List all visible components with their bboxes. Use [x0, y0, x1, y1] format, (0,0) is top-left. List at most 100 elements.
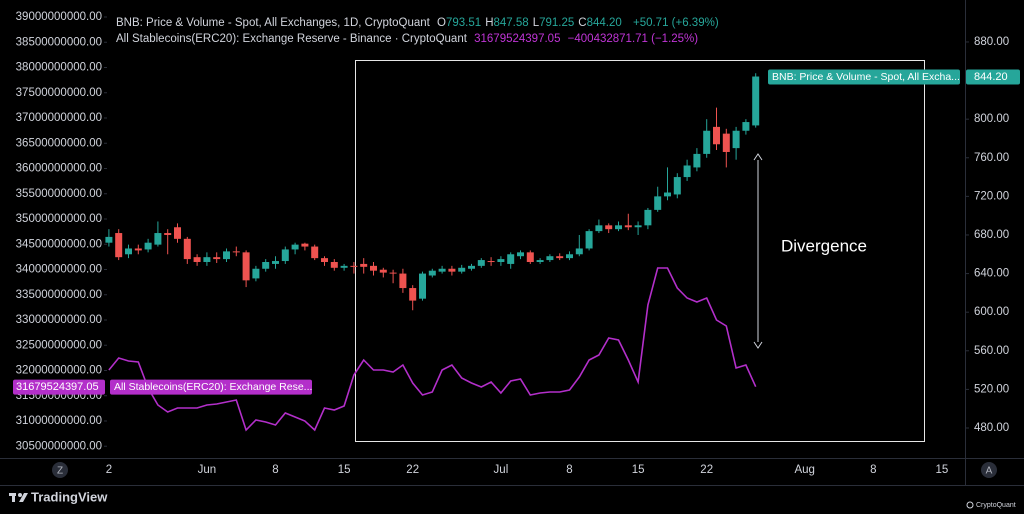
candle-body: [477, 260, 485, 266]
candle-body: [507, 254, 515, 264]
ohlc: O793.51 H847.58 L791.25 C844.20: [437, 17, 626, 29]
candle-body: [360, 263, 368, 267]
candle-body: [223, 251, 230, 260]
y2-tick-label: 640.00: [974, 268, 1009, 280]
candle-body: [448, 268, 456, 272]
cryptoquant-brand: CryptoQuant: [976, 502, 1016, 509]
scale-button-label[interactable]: Z: [57, 466, 63, 477]
arrow-heads: [753, 153, 763, 349]
y2-tick-label: 480.00: [974, 422, 1009, 434]
legend-change: −400432871.71 (−1.25%): [567, 33, 699, 45]
candle-body: [487, 261, 495, 263]
y-tick-label: 34500000000.00: [16, 238, 102, 250]
candle-body: [566, 254, 573, 259]
y-tick-label: 37000000000.00: [16, 112, 102, 124]
ohlc-value: 793.51: [446, 17, 482, 29]
candle-body: [399, 273, 407, 289]
candle-body: [458, 267, 466, 272]
scale-button[interactable]: [52, 462, 68, 478]
auto-button[interactable]: [981, 462, 997, 478]
candle-body: [409, 288, 417, 301]
price-value-tag: [966, 69, 1020, 85]
ohlc-key: O: [437, 17, 446, 29]
x-tick-label: 15: [338, 464, 351, 476]
legend-row-reserve: All Stablecoins(ERC20): Exchange Reserve…: [116, 33, 702, 45]
reserve-name-tag: [110, 379, 312, 395]
x-tick-label: 15: [936, 464, 949, 476]
candle-body: [556, 256, 564, 259]
candle-body: [330, 261, 338, 268]
y2-tick-label: 880.00: [974, 36, 1009, 48]
y2-tick-label: 560.00: [974, 345, 1009, 357]
y-tick-label: 33500000000.00: [16, 289, 102, 301]
y-tick-label: 36000000000.00: [16, 163, 102, 175]
legend-change: +50.71 (+6.39%): [632, 17, 719, 29]
plot-area: [105, 73, 760, 432]
y-tick-label: 37500000000.00: [16, 87, 102, 99]
candle-body: [262, 261, 270, 269]
ohlc-value: 847.58: [493, 17, 529, 29]
logo-part: [12, 493, 15, 502]
candle-body: [281, 249, 289, 262]
cq-logo: [966, 501, 974, 509]
ohlc-key: H: [485, 17, 494, 29]
candle-body: [154, 233, 162, 245]
y-tick-label: 38500000000.00: [16, 36, 102, 48]
candle-body: [203, 257, 211, 262]
annotation: Divergence: [781, 236, 867, 255]
reserve-name-tag-text: All Stablecoins(ERC20): Exchange Rese...: [114, 381, 312, 393]
y-tick-label: 36500000000.00: [16, 137, 102, 149]
candle-body: [370, 265, 377, 271]
candle-body: [722, 133, 730, 152]
candle-body: [644, 209, 652, 226]
price-name-tag-text: BNB: Price & Volume - Spot, All Excha...: [772, 71, 960, 83]
y2-tick-label: 760.00: [974, 152, 1009, 164]
candle-body: [605, 225, 613, 230]
candle-body: [585, 231, 593, 249]
line-series: [108, 267, 757, 432]
candle-body: [693, 153, 701, 168]
tv-logo: [9, 493, 28, 502]
x-tick-label: Jul: [494, 464, 509, 476]
x-tick-label: Jun: [198, 464, 217, 476]
candle-body: [517, 252, 524, 257]
candle-body: [664, 192, 671, 197]
y-tick-label: 31000000000.00: [16, 415, 102, 427]
candle-body: [673, 177, 681, 195]
candle-body: [654, 196, 662, 210]
x-tick-label: 8: [566, 464, 572, 476]
candle-body: [115, 233, 123, 258]
candle-body: [468, 265, 475, 269]
candle-body: [634, 225, 642, 228]
candle-body: [301, 243, 309, 247]
x-tick-label: Aug: [794, 464, 814, 476]
x-tick-label: 8: [870, 464, 876, 476]
candle-body: [575, 248, 583, 255]
highlight-box: [355, 60, 925, 442]
price-value-tag-text: 844.20: [974, 71, 1008, 83]
y-tick-label: 33000000000.00: [16, 314, 102, 326]
y-tick-label: 32500000000.00: [16, 339, 102, 351]
reserve-value-tag-text: 31679524397.05: [16, 381, 99, 393]
y-tick-label: 39000000000.00: [16, 11, 102, 23]
auto-button-label[interactable]: A: [986, 466, 993, 477]
candle-body: [350, 265, 358, 267]
logo-part: [19, 493, 28, 502]
candle-body: [703, 130, 711, 154]
ohlc-value: 844.20: [586, 17, 622, 29]
candle-body: [232, 251, 240, 253]
candle-body: [389, 272, 397, 274]
legend-title: All Stablecoins(ERC20): Exchange Reserve…: [116, 33, 467, 45]
candle-body: [595, 225, 603, 232]
candle-body: [272, 261, 279, 264]
candle-body: [311, 246, 319, 259]
candle-body: [546, 256, 554, 261]
candle-body: [291, 244, 299, 250]
candle-body: [321, 258, 328, 262]
candle-body: [615, 225, 622, 230]
y-tick-label: 38000000000.00: [16, 62, 102, 74]
legend-row-price: BNB: Price & Volume - Spot, All Exchange…: [116, 17, 723, 29]
x-tick-label: 22: [406, 464, 419, 476]
candle-body: [497, 259, 505, 262]
